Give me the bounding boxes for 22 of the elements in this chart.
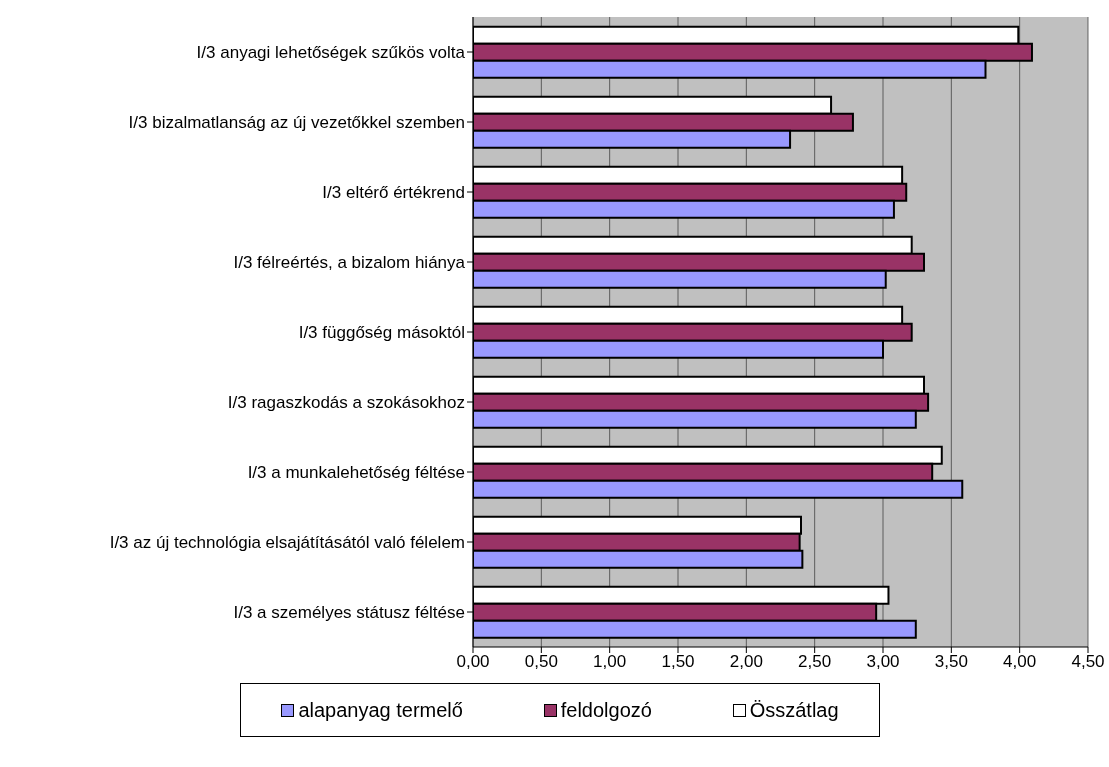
x-tick-label: 2,00 xyxy=(729,652,763,672)
y-tick-label: I/3 függőség másoktól xyxy=(298,323,465,343)
x-tick-label: 3,50 xyxy=(934,652,968,672)
x-tick-label: 1,00 xyxy=(593,652,627,672)
y-tick-label: I/3 a munkalehetőség féltése xyxy=(247,463,465,483)
y-tick-label: I/3 az új technológia elsajátításától való félelem xyxy=(109,533,465,553)
x-tick-label: 0,50 xyxy=(524,652,558,672)
x-tick-label: 1,50 xyxy=(661,652,695,672)
y-tick-label: I/3 a személyes státusz féltése xyxy=(233,603,465,623)
x-tick-label: 2,50 xyxy=(798,652,832,672)
x-tick-label: 4,50 xyxy=(1071,652,1105,672)
y-tick-label: I/3 félreértés, a bizalom hiánya xyxy=(233,253,466,273)
x-tick-label: 3,00 xyxy=(866,652,900,672)
y-tick-label: I/3 eltérő értékrend xyxy=(322,183,465,203)
x-tick-label: 0,00 xyxy=(456,652,490,672)
y-tick-label: I/3 ragaszkodás a szokásokhoz xyxy=(227,393,465,413)
x-tick-label: 4,00 xyxy=(1003,652,1037,672)
legend-label: alapanyag termelő xyxy=(298,698,463,722)
legend-label: feldolgozó xyxy=(560,698,652,722)
y-tick-label: I/3 anyagi lehetőségek szűkös volta xyxy=(196,43,466,63)
y-tick-label: I/3 bizalmatlanság az új vezetőkkel szemben xyxy=(128,113,465,133)
legend-label: Összátlag xyxy=(749,698,839,722)
